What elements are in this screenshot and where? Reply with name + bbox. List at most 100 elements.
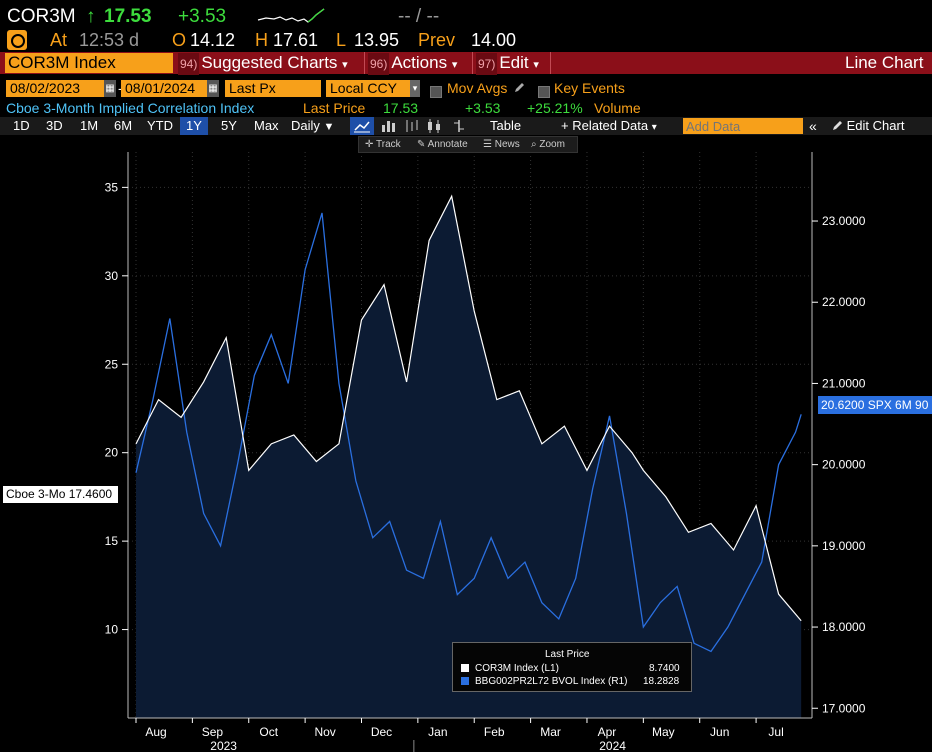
period-3d[interactable]: 3D [46,118,63,133]
security-name: Cboe 3-Month Implied Correlation Index [6,100,255,116]
mov-avgs-checkbox[interactable] [430,86,442,98]
suggested-charts-menu[interactable]: 94) Suggested Charts ▾ [178,52,348,75]
x-tick-label: Jun [710,725,729,739]
zoom-label: Zoom [539,139,565,150]
track-button[interactable]: ✛ Track [365,137,401,152]
last-price: 17.53 [104,6,152,27]
chart-type-label[interactable]: Line Chart [845,53,924,72]
info-last-price: 17.53 [383,100,419,116]
x-tick-label: Sep [202,725,224,739]
left-tick-label: 30 [105,269,119,283]
legend-item-bvol: BBG002PR2L72 BVOL Index (R1) [475,676,628,687]
right-tick-label: 22.0000 [822,295,866,309]
period-1y[interactable]: 1Y [180,117,208,135]
period-1m[interactable]: 1M [80,118,99,133]
edit-fkey: 97) [476,53,498,75]
chart-axes: 10 15 20 25 30 35 17.0000 18.0000 19.0000 20.0000… [105,152,866,752]
hlc-icon[interactable] [449,117,469,135]
x-tick-label: Apr [598,725,617,739]
left-tick-label: 35 [105,180,119,194]
pencil-icon[interactable] [513,82,525,94]
legend-swatch-white [461,664,469,672]
legend-value-bvol: 18.2828 [643,676,680,687]
actions-menu[interactable]: 96) Actions ▾ [368,52,458,75]
caret-down-icon: ▾ [651,122,657,133]
x-tick-label: Aug [145,725,166,739]
calendar-icon[interactable]: ▦ [104,80,116,97]
right-tick-label: 19.0000 [822,539,866,553]
edit-menu[interactable]: 97) Edit ▾ [476,52,539,75]
right-tick-label: 17.0000 [822,701,866,715]
period-ytd[interactable]: YTD [147,118,173,133]
pencil-icon [833,121,842,130]
year-label-2024: 2024 [599,739,626,752]
frequency-label: Daily [291,118,320,133]
period-1d[interactable]: 1D [13,118,30,133]
ticker-symbol: COR3M [7,6,76,27]
x-tick-label: Feb [484,725,505,739]
key-events-label[interactable]: Key Events [554,80,625,96]
up-arrow-icon: ↑ [86,6,96,27]
chart-legend: Last Price COR3M Index (L1) 8.7400 BBG00… [452,642,692,692]
low-value: 13.95 [354,30,400,50]
x-tick-label: May [652,725,675,739]
news-icon: ☰ [483,139,492,150]
security-field[interactable]: COR3M Index [5,53,173,73]
ohlc-icon[interactable] [401,117,421,135]
prev-value: 14.00 [471,30,517,50]
calendar-icon[interactable]: ▦ [207,80,219,97]
cor3m-area-fill [136,196,802,718]
mov-avgs-label[interactable]: Mov Avgs [447,80,508,96]
bar-chart-icon[interactable] [378,117,398,135]
x-tick-label: Mar [540,725,561,739]
add-data-input[interactable] [683,118,803,134]
dropdown-arrow-icon[interactable]: ▾ [410,80,420,97]
magnifier-icon: ⌕ [531,139,537,150]
edit-chart-button[interactable]: Edit Chart [832,117,904,135]
menu-bar: COR3M Index 94) Suggested Charts ▾ 96) Act… [0,52,932,75]
period-6m[interactable]: 6M [114,118,133,133]
period-max[interactable]: Max [254,118,279,133]
actions-fkey: 96) [368,53,390,75]
track-label: Track [376,139,401,150]
frequency-select[interactable]: Daily ▼ [291,117,334,135]
news-button[interactable]: ☰ News [483,137,520,152]
start-date-input[interactable]: 08/02/2023 [6,80,104,97]
period-5y[interactable]: 5Y [221,118,237,133]
field-select[interactable]: Last Px [225,80,321,97]
related-data-menu[interactable]: + Related Data ▾ [561,117,657,135]
bvol-series-line [135,212,802,653]
sparkline-icon [257,8,325,23]
clock-icon [7,30,27,50]
cor3m-series-line [135,194,802,622]
suggested-fkey: 94) [178,53,200,75]
right-tick-label: 18.0000 [822,620,866,634]
currency-select[interactable]: Local CCY [326,80,410,97]
info-pct-change: +25.21% [527,100,583,116]
candle-icon[interactable] [424,117,444,135]
annotate-button[interactable]: ✎ Annotate [417,137,468,152]
end-date-input[interactable]: 08/01/2024 [121,80,207,97]
chart-subtoolbar: ✛ Track ✎ Annotate ☰ News ⌕ Zoom [358,136,578,153]
caret-down-icon: ▾ [451,59,458,71]
low-label: L [336,30,347,50]
ticker-bar: COR3M ↑ 17.53 +3.53 -- / -- [0,0,932,32]
zoom-button[interactable]: ⌕ Zoom [531,137,565,152]
collapse-icon[interactable]: « [809,118,817,134]
x-tick-label: Jan [428,725,447,739]
annotate-label: Annotate [427,139,468,150]
table-button[interactable]: Table [490,118,522,133]
right-tick-label: 23.0000 [822,214,866,228]
line-chart-icon[interactable] [350,117,374,135]
caret-down-icon: ▼ [323,121,335,133]
news-label: News [494,139,520,150]
prev-label: Prev [418,30,456,50]
right-tick-label: 20.0000 [822,458,866,472]
legend-value-cor3m: 8.7400 [649,663,680,674]
info-change: +3.53 [465,100,501,116]
year-label-2023: 2023 [210,739,237,752]
suggested-label: Suggested Charts [201,53,338,72]
edit-chart-label: Edit Chart [846,118,905,133]
key-events-checkbox[interactable] [538,86,550,98]
